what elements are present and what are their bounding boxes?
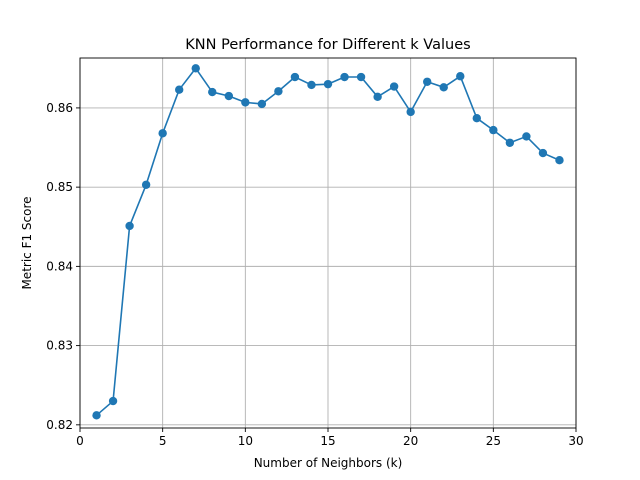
data-point <box>505 138 515 147</box>
grid <box>79 58 577 428</box>
x-axis-label: Number of Neighbors (k) <box>254 456 403 470</box>
data-point <box>356 72 366 82</box>
data-point <box>406 107 415 117</box>
data-point <box>158 129 167 138</box>
data-point <box>456 72 465 81</box>
x-tick-label: 20 <box>403 434 418 448</box>
data-point <box>489 125 498 135</box>
data-point <box>141 180 151 189</box>
y-tick-label: 0.86 <box>46 101 73 115</box>
data-point <box>373 92 382 102</box>
data-point <box>175 85 184 94</box>
data-point <box>307 80 316 90</box>
data-point <box>241 98 250 107</box>
y-tick-label: 0.82 <box>46 418 73 432</box>
data-point <box>340 72 349 82</box>
data-point <box>555 156 564 165</box>
y-axis-label: Metric F1 Score <box>20 196 34 289</box>
x-tick-label: 10 <box>238 434 253 448</box>
y-tick-label: 0.84 <box>46 259 73 273</box>
series-layer <box>92 64 564 420</box>
data-point <box>439 83 448 92</box>
data-point <box>423 77 432 86</box>
x-tick-label: 5 <box>159 434 167 448</box>
x-tick-label: 0 <box>76 434 84 448</box>
data-point <box>472 114 481 123</box>
data-point <box>538 148 548 158</box>
data-point <box>274 87 283 96</box>
data-point <box>522 132 531 141</box>
data-point <box>208 87 217 97</box>
data-point <box>323 79 333 89</box>
data-point <box>290 72 300 82</box>
y-tick-label: 0.85 <box>46 180 73 194</box>
x-tick-label: 25 <box>486 434 501 448</box>
data-point <box>92 411 101 420</box>
axis-ticks: 0 5 10 15 20 25 30 0.82 0.83 0.84 0.85 0.86 <box>46 101 583 448</box>
data-point <box>224 91 233 101</box>
y-tick-label: 0.83 <box>46 339 73 353</box>
data-point <box>191 64 200 73</box>
data-point <box>389 82 399 91</box>
x-tick-label: 30 <box>568 434 583 448</box>
chart-title: KNN Performance for Different k Values <box>185 37 470 53</box>
plot-frame <box>79 57 577 429</box>
data-point <box>108 396 118 406</box>
x-tick-label: 15 <box>320 434 335 448</box>
data-point <box>257 99 267 109</box>
data-point <box>125 221 134 231</box>
